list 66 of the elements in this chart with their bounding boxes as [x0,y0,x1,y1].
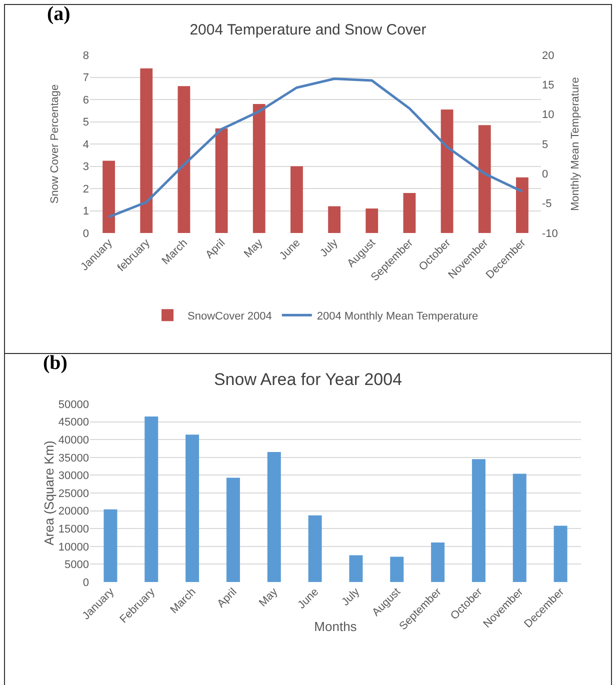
text: (b) [43,352,68,374]
bar [328,206,340,233]
bar [308,515,322,582]
y-tick-label: 15000 [58,523,89,536]
y-axis-title: Snow Cover Percentage [49,84,61,204]
y-tick-label: 30000 [58,470,89,482]
y2-axis-title: Monthly Mean Temperature [570,77,582,211]
y-tick-label: 5000 [64,559,89,572]
bar [226,478,240,582]
y-tick-label: 35000 [58,452,89,464]
y-tick-label: 6 [82,94,89,106]
y2-tick-label: 5 [542,138,548,151]
legend-label: 2004 Monthly Mean Temperature [316,310,478,322]
bar [349,555,363,582]
bar [472,459,486,582]
y2-tick-label: 15 [542,80,554,92]
y-tick-label: 50000 [58,398,89,411]
y-axis-title: Area (Square Km) [41,440,56,546]
bar [144,416,158,582]
bar [252,104,266,233]
y-tick-label: 5 [82,116,89,129]
x-tick-label: May [256,586,280,610]
bar [215,128,228,233]
x-tick-label: July [318,236,341,260]
bar [178,86,190,233]
y-tick-label: 0 [82,576,89,589]
y-tick-label: 3 [82,161,89,174]
y-tick-label: 8 [82,50,89,62]
x-axis-title: Months [314,619,358,634]
bar [104,509,118,582]
bar [516,177,528,233]
text: (a) [47,3,70,25]
chart-title: Snow Area for Year 2004 [214,370,402,390]
y-tick-label: 7 [82,72,89,84]
bar [290,166,303,233]
chart-title: 2004 Temperature and Snow Cover [190,22,426,39]
bar [267,452,281,582]
legend-label: SnowCover 2004 [188,310,272,322]
y2-tick-label: -10 [542,228,558,240]
bar [554,526,568,582]
bar [440,110,454,233]
bar [431,542,445,582]
y-tick-label: 4 [82,138,89,151]
y-tick-label: 2 [82,183,89,196]
y-tick-label: 10000 [58,541,89,554]
y-tick-label: 25000 [58,488,89,500]
y2-tick-label: 10 [542,109,554,122]
bar [140,68,153,233]
bar [512,474,526,582]
y-tick-label: 20000 [58,506,89,518]
x-tick-label: May [242,236,266,260]
bar [366,208,378,233]
y2-tick-label: 0 [542,168,548,181]
y-tick-label: 0 [82,228,89,240]
y-tick-label: 40000 [58,434,89,446]
bar [186,434,200,582]
bar [102,160,115,233]
y2-tick-label: 20 [542,50,554,62]
y2-tick-label: -5 [542,198,552,210]
line-series [108,77,524,218]
bar [390,556,404,582]
x-tick-label: July [340,586,362,608]
bar [478,125,491,233]
y-tick-label: 1 [82,206,89,218]
y-tick-label: 45000 [58,416,89,429]
bar [403,192,416,233]
